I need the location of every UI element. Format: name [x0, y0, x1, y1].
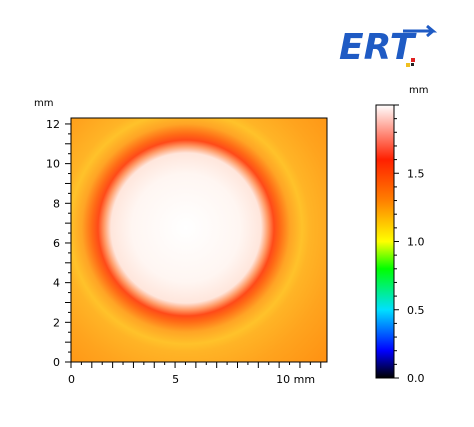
logo-dot-yellow	[406, 63, 410, 67]
y-axis: 0 2 4 6 8 10 12	[46, 118, 71, 369]
colorbar: mm 0.0 0.5 1.0 1.5	[375, 85, 428, 385]
colorbar-tick-label: 0.0	[407, 372, 425, 385]
y-axis-unit: mm	[34, 98, 53, 109]
colorbar-gradient	[375, 104, 395, 379]
x-tick-label: 0	[68, 373, 75, 386]
y-tick-label: 10	[46, 158, 60, 171]
colorbar-ticks: 0.0 0.5 1.0 1.5	[394, 104, 425, 385]
y-tick-label: 4	[53, 277, 60, 290]
colorbar-tick-label: 0.5	[407, 304, 425, 317]
colorbar-unit: mm	[409, 85, 428, 96]
heatmap-plot	[70, 117, 328, 363]
y-tick-label: 2	[53, 316, 60, 329]
logo-arrow-icon	[403, 24, 438, 38]
colorbar-tick-label: 1.0	[407, 236, 425, 249]
x-axis: 0 5 10 mm	[68, 362, 322, 386]
x-tick-label: 10 mm	[276, 373, 315, 386]
logo-text: ERT	[339, 27, 417, 68]
ert-logo: ERT	[339, 24, 438, 68]
y-tick-label: 6	[53, 237, 60, 250]
y-tick-label: 0	[53, 356, 60, 369]
y-tick-label: 8	[53, 197, 60, 210]
logo-dot-red	[411, 58, 415, 62]
y-tick-label: 12	[46, 118, 60, 131]
plot-frame	[70, 117, 328, 363]
heatmap-image	[71, 118, 327, 362]
colorbar-tick-label: 1.5	[407, 167, 425, 180]
logo-dot-black	[411, 63, 414, 66]
x-tick-label: 5	[172, 373, 179, 386]
